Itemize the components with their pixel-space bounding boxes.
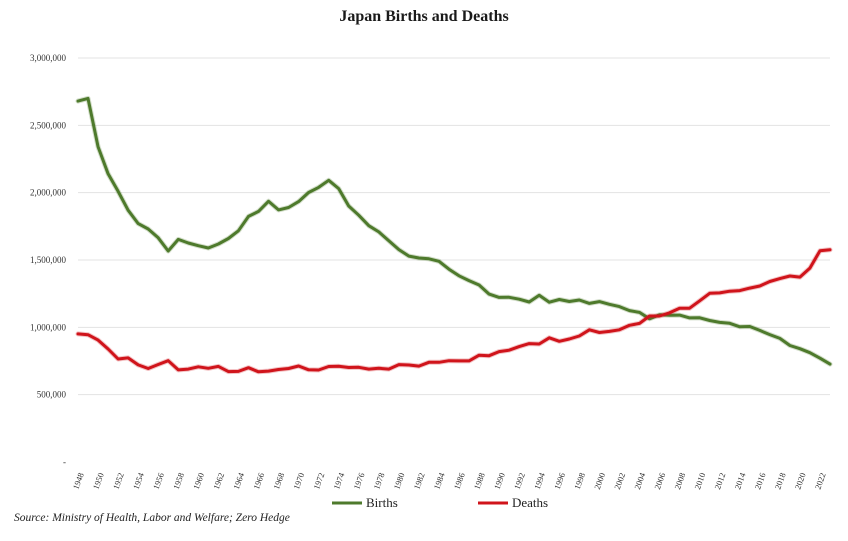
x-tick-label: 1986	[452, 471, 467, 490]
x-tick-label: 1964	[231, 471, 246, 491]
source-note: Source: Ministry of Health, Labor and We…	[14, 512, 290, 524]
x-tick-label: 1994	[532, 471, 547, 491]
x-tick-label: 2008	[672, 471, 687, 490]
y-tick-label: 1,500,000	[30, 255, 67, 265]
x-tick-label: 1988	[472, 471, 487, 490]
x-tick-label: 1970	[291, 471, 306, 490]
gridlines	[78, 57, 830, 396]
x-tick-label: 1948	[71, 471, 86, 490]
x-tick-label: 1982	[411, 471, 426, 490]
y-tick-label: 2,500,000	[30, 120, 67, 130]
y-tick-label: 500,000	[37, 390, 67, 400]
x-tick-label: 2010	[692, 471, 707, 490]
x-tick-label: 2000	[592, 471, 607, 490]
x-tick-label: 1974	[331, 471, 346, 491]
x-tick-label: 1998	[572, 471, 587, 490]
x-tick-label: 2002	[612, 471, 627, 490]
x-axis-ticks: 1948 1950 1952 1954 1956 1958 1960 1962 1964 1966…	[71, 471, 828, 491]
y-axis-ticks: - 500,000 1,000,000 1,500,000 2,000,000 2,500…	[30, 53, 67, 467]
y-tick-label: 1,000,000	[30, 322, 67, 332]
y-tick-label: 3,000,000	[30, 53, 67, 63]
legend-label-deaths: Deaths	[512, 495, 548, 510]
x-tick-label: 1978	[371, 471, 386, 490]
x-tick-label: 1952	[111, 471, 126, 490]
series-line-deaths	[76, 248, 832, 374]
x-tick-label: 2018	[772, 471, 787, 490]
x-tick-label: 1980	[391, 471, 406, 490]
x-tick-label: 1956	[151, 471, 166, 490]
x-tick-label: 2020	[792, 471, 807, 490]
x-tick-label: 1968	[271, 471, 286, 490]
x-tick-label: 1990	[492, 471, 507, 490]
x-tick-label: 1984	[432, 471, 447, 491]
x-tick-label: 2022	[813, 471, 828, 490]
x-tick-label: 1996	[552, 471, 567, 490]
x-tick-label: 2006	[652, 471, 667, 490]
x-tick-label: 2014	[732, 471, 747, 491]
x-tick-label: 2012	[712, 471, 727, 490]
x-tick-label: 1966	[251, 471, 266, 490]
x-tick-label: 1976	[351, 471, 366, 490]
x-tick-label: 1962	[211, 471, 226, 490]
x-tick-label: 1950	[91, 471, 106, 490]
x-tick-label: 2004	[632, 471, 647, 491]
series-line-glow-births	[75, 95, 833, 367]
chart-title: Japan Births and Deaths	[339, 8, 509, 25]
legend-label-births: Births	[366, 495, 398, 510]
series-line-glow-deaths	[75, 247, 833, 375]
x-tick-label: 1954	[131, 471, 146, 491]
y-tick-label: 2,000,000	[30, 188, 67, 198]
x-tick-label: 1958	[171, 471, 186, 490]
x-tick-label: 2016	[752, 471, 767, 490]
series-line-births	[76, 96, 832, 366]
x-tick-label: 1972	[311, 471, 326, 490]
legend: Births Deaths	[332, 495, 548, 510]
x-tick-label: 1992	[512, 471, 527, 490]
x-tick-label: 1960	[191, 471, 206, 490]
y-tick-label: -	[63, 457, 66, 467]
series-lines	[75, 95, 833, 375]
